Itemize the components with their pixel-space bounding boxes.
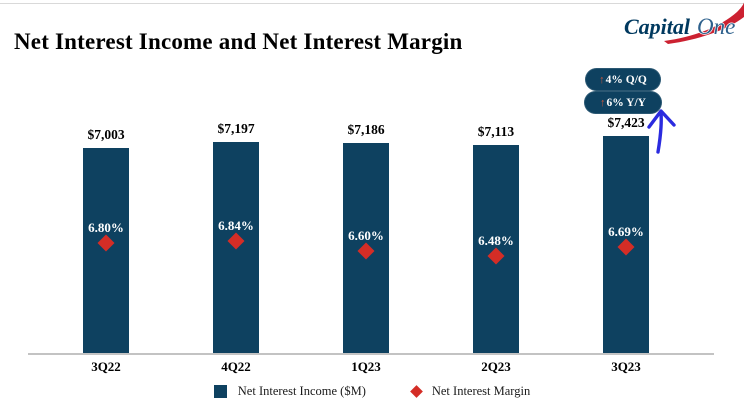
increase-arrow-icon bbox=[647, 109, 676, 154]
legend-margin-label: Net Interest Margin bbox=[431, 384, 531, 398]
logo-swoosh-icon bbox=[664, 2, 744, 44]
income-value-label: $7,003 bbox=[87, 127, 125, 142]
up-arrow-icon: ↑ bbox=[599, 73, 605, 86]
badge-qq-growth: ↑ 4% Q/Q bbox=[585, 68, 661, 91]
x-axis-label: 2Q23 bbox=[481, 359, 511, 374]
margin-value-label: 6.69% bbox=[608, 224, 644, 239]
x-axis-label: 4Q22 bbox=[221, 359, 251, 374]
x-axis-label: 1Q23 bbox=[351, 359, 381, 374]
income-value-label: $7,113 bbox=[477, 124, 515, 139]
margin-value-label: 6.48% bbox=[478, 233, 514, 248]
margin-diamond-icon bbox=[409, 385, 423, 398]
income-bar-swatch-icon bbox=[213, 385, 227, 398]
income-value-label: $7,186 bbox=[347, 122, 385, 137]
badge-qq-label: 4% Q/Q bbox=[605, 73, 647, 86]
legend-item-income: Net Interest Income ($M) bbox=[213, 384, 366, 399]
margin-value-label: 6.60% bbox=[348, 228, 384, 243]
income-value-label: $7,423 bbox=[607, 115, 645, 130]
up-arrow-icon: ↑ bbox=[599, 96, 606, 109]
x-axis-label: 3Q22 bbox=[91, 359, 121, 374]
top-divider bbox=[0, 3, 744, 4]
legend-item-margin: Net Interest Margin bbox=[409, 384, 531, 399]
income-value-label: $7,197 bbox=[217, 121, 255, 136]
logo-text-capital: Capital bbox=[624, 14, 691, 39]
capitalone-logo: Capital One bbox=[624, 2, 744, 44]
badge-yy-label: 6% Y/Y bbox=[606, 96, 646, 109]
page-title: Net Interest Income and Net Interest Mar… bbox=[14, 29, 463, 55]
badge-yy-growth: ↑ 6% Y/Y bbox=[584, 91, 662, 114]
x-axis-label: 3Q23 bbox=[611, 359, 641, 374]
margin-value-label: 6.84% bbox=[218, 218, 254, 233]
margin-value-label: 6.80% bbox=[88, 220, 124, 235]
legend-income-label: Net Interest Income ($M) bbox=[237, 384, 366, 398]
chart-legend: Net Interest Income ($M) Net Interest Ma… bbox=[0, 384, 744, 399]
logo-text-one: One bbox=[697, 14, 735, 39]
x-axis-line bbox=[28, 353, 714, 355]
